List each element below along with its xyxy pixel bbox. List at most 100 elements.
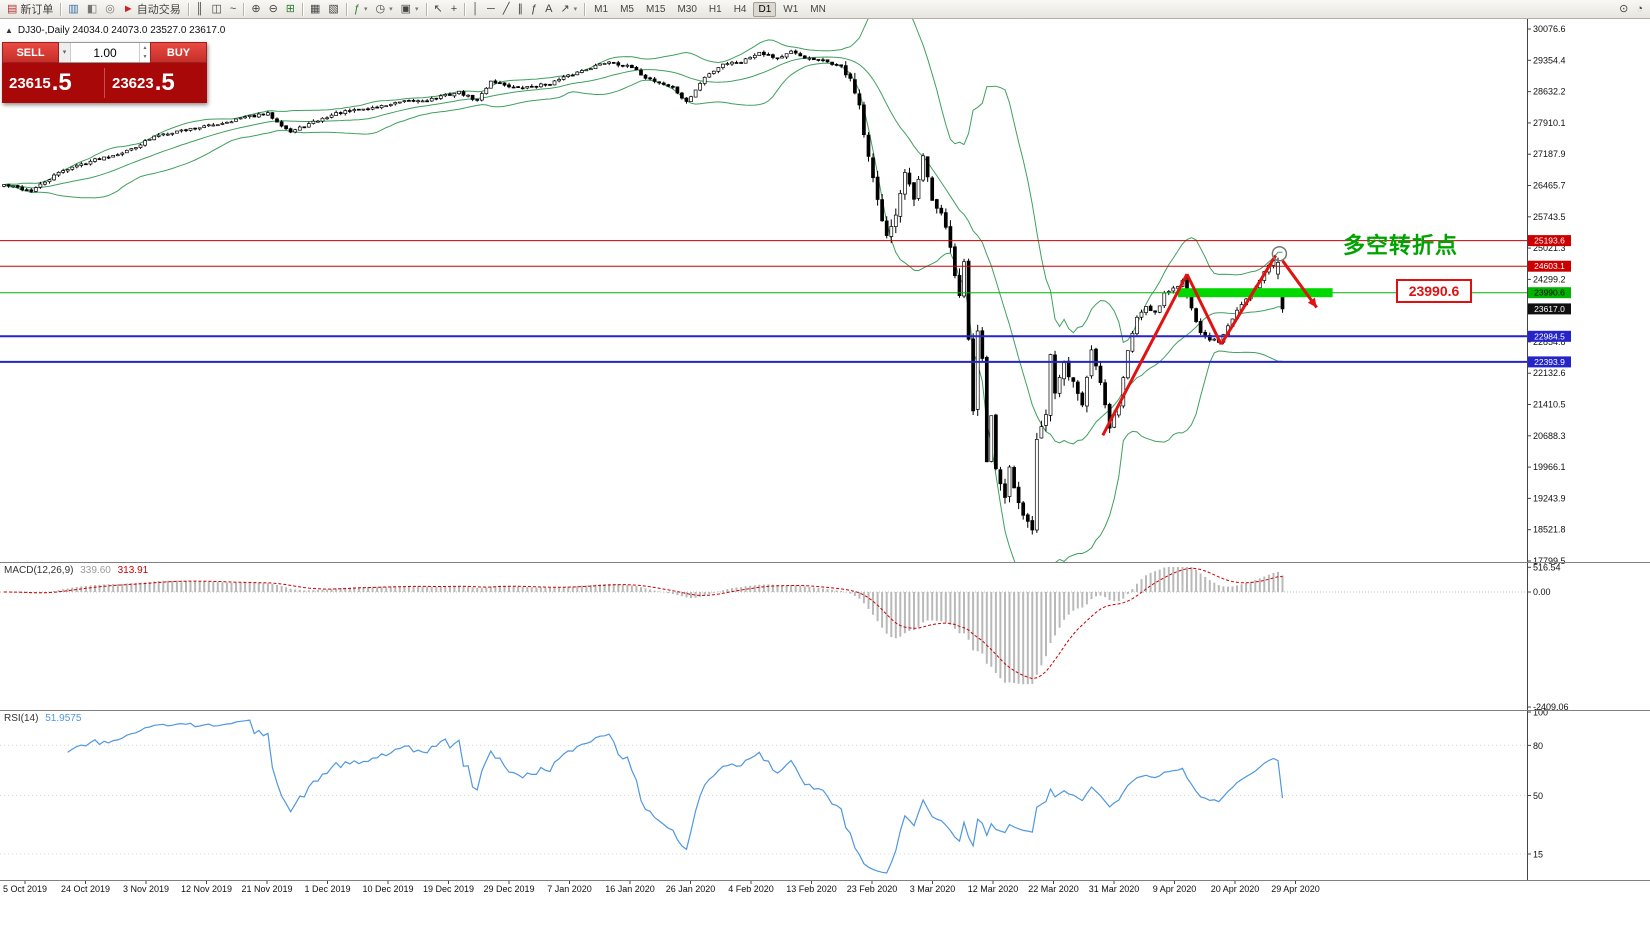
navigator-icon[interactable]: ◎ [101, 0, 119, 18]
macd-main-value: 339.60 [80, 565, 111, 576]
rsi-indicator-label: RSI(14) 51.9575 [4, 713, 81, 724]
new-order-button[interactable]: ▤ 新订单 [3, 0, 57, 18]
chart-background [0, 19, 1650, 945]
rsi-panel [0, 719, 1527, 874]
timeframe-M15[interactable]: M15 [645, 3, 666, 15]
lot-size-field[interactable]: ▾ 1.00 ▲ ▼ [59, 42, 150, 63]
timeframe-M1[interactable]: M1 [594, 3, 609, 15]
spinner-down-icon[interactable]: ▼ [142, 53, 148, 60]
periods-icon[interactable]: ◷ ▾ [371, 0, 396, 18]
arrows-icon[interactable]: ↗ ▾ [556, 0, 581, 18]
candlestick-chart-icon[interactable]: ◫ [208, 0, 226, 18]
cascade-windows-icon: ▧ [328, 3, 339, 15]
hline-icon[interactable]: ─ [483, 0, 499, 18]
fibonacci-icon[interactable]: ƒ [527, 0, 541, 18]
zoom-out-icon[interactable]: ⊖ [265, 0, 282, 18]
data-window-icon[interactable]: ◧ [83, 0, 101, 18]
zoom-in-icon: ⊕ [251, 3, 261, 15]
toolbar-separator [584, 2, 586, 16]
price-tick-label: 27187.9 [1533, 149, 1566, 159]
date-label: 12 Nov 2019 [181, 884, 232, 894]
date-label: 29 Dec 2019 [483, 884, 534, 894]
one-click-top-row: SELL ▾ 1.00 ▲ ▼ BUY [2, 42, 207, 63]
trendline-icon[interactable]: ╱ [499, 0, 514, 18]
tile-windows-icon[interactable]: ▦ [306, 0, 324, 18]
cascade-windows-icon[interactable]: ▧ [324, 0, 342, 18]
date-label: 5 Oct 2019 [3, 884, 47, 894]
timeframe-M5[interactable]: M5 [620, 3, 634, 15]
quick-settings-icon[interactable]: ◔ [1632, 0, 1647, 18]
search-icon: ⊙ [1619, 3, 1629, 15]
rsi-value: 51.9575 [45, 713, 82, 724]
date-label: 3 Nov 2019 [123, 884, 169, 894]
indicators-icon[interactable]: ƒ ▾ [350, 0, 372, 18]
buy-button[interactable]: BUY [150, 42, 207, 63]
trend-arrow-line[interactable] [1219, 254, 1277, 346]
macd-signal-value: 313.91 [117, 565, 149, 576]
down-arrow-line[interactable] [1281, 259, 1318, 309]
rsi-tick-label: 15 [1533, 850, 1543, 860]
vline-icon: │ [472, 3, 480, 15]
line-chart-icon[interactable]: ~ [226, 0, 240, 18]
hline-icon: ─ [487, 3, 495, 15]
one-click-collapse-icon[interactable]: ▲ [5, 26, 13, 35]
market-watch-icon: ▥ [68, 3, 79, 15]
symbol-ohlc-text: DJ30-,Daily 24034.0 24073.0 23527.0 2361… [17, 25, 226, 36]
market-watch-icon[interactable]: ▥ [64, 0, 82, 18]
spinner-up-icon[interactable]: ▲ [142, 44, 148, 51]
lot-spinner[interactable]: ▲ ▼ [139, 43, 150, 62]
search-icon[interactable]: ⊙ [1615, 0, 1632, 18]
price-axis: 30076.6 29354.4 28632.2 27910.1 27187.9 26465… [1527, 19, 1571, 880]
periods-icon: ◷ [375, 3, 386, 15]
timeframe-M30[interactable]: M30 [677, 3, 697, 15]
chevron-down-icon[interactable]: ▾ [389, 6, 393, 13]
date-label: 16 Jan 2020 [605, 884, 655, 894]
sell-button[interactable]: SELL [2, 42, 59, 63]
support-zone-bar[interactable] [1177, 288, 1333, 298]
trend-arrow-line[interactable] [1185, 273, 1223, 345]
arrow-head-icon [1307, 297, 1317, 308]
price-tick-label: 28632.2 [1533, 87, 1566, 97]
bar-chart-icon[interactable]: ║ [192, 0, 208, 18]
toolbar-separator [60, 2, 62, 16]
trend-arrow-line[interactable] [1101, 273, 1189, 436]
sell-price[interactable]: 23615 .5 [2, 71, 104, 95]
timeframe-H1[interactable]: H1 [708, 3, 722, 15]
timeframe-MN[interactable]: MN [810, 3, 826, 15]
chevron-down-icon[interactable]: ▾ [573, 6, 578, 13]
toolbar-separator [464, 2, 466, 16]
lot-value[interactable]: 1.00 [93, 45, 117, 60]
line-chart-icon: ~ [229, 3, 237, 15]
bollinger-upper-band [3, 19, 1283, 344]
timeframe-H4[interactable]: H4 [733, 3, 747, 15]
peak-circle-annotation[interactable] [1271, 245, 1288, 262]
channel-icon[interactable]: ∥ [513, 0, 527, 18]
date-label: 21 Nov 2019 [241, 884, 292, 894]
crosshair-icon[interactable]: + [447, 0, 461, 18]
timeframe-W1[interactable]: W1 [783, 3, 799, 15]
chevron-down-icon[interactable]: ▾ [363, 6, 368, 13]
grid-icon: ⊞ [285, 3, 296, 15]
templates-icon[interactable]: ▣ ▾ [397, 0, 423, 18]
cursor-icon[interactable]: ↖ [430, 0, 447, 18]
date-label: 29 Apr 2020 [1271, 884, 1320, 894]
text-icon[interactable]: A [541, 0, 556, 18]
timeframe-D1[interactable]: D1 [753, 1, 777, 17]
chevron-down-icon[interactable]: ▾ [415, 6, 419, 13]
main-price-panel [0, 19, 1527, 562]
rsi-tick-label: 100 [1533, 708, 1548, 718]
grid-icon[interactable]: ⊞ [282, 0, 299, 18]
lot-dropdown-icon[interactable]: ▾ [59, 43, 71, 62]
zoom-in-icon[interactable]: ⊕ [247, 0, 264, 18]
date-label: 13 Feb 2020 [786, 884, 837, 894]
fibonacci-icon: ƒ [530, 3, 538, 15]
rsi-tick-label: 80 [1533, 741, 1543, 751]
price-level-annotation-box[interactable]: 23990.6 [1396, 279, 1472, 303]
cursor-icon: ↖ [433, 3, 443, 15]
autotrade-button[interactable]: ► 自动交易 [119, 0, 185, 18]
vline-icon[interactable]: │ [468, 0, 483, 18]
candlestick-chart-icon: ◫ [211, 3, 222, 15]
buy-price[interactable]: 23623 .5 [105, 71, 207, 95]
date-label: 20 Apr 2020 [1211, 884, 1260, 894]
